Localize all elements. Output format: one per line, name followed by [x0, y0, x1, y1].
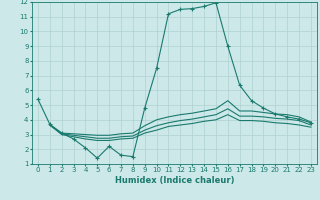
X-axis label: Humidex (Indice chaleur): Humidex (Indice chaleur) [115, 176, 234, 185]
